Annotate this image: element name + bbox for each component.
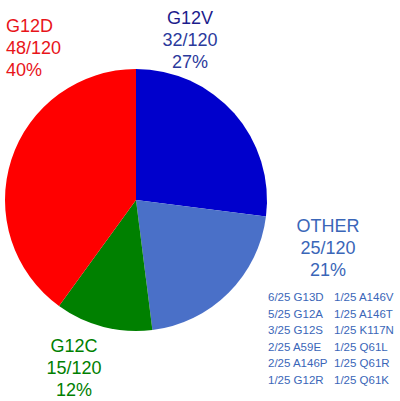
category-label: OTHER [297,216,360,236]
breakdown-item: 1/25 Q61R [334,357,390,369]
slices [5,69,267,331]
value-label: 12% [56,380,92,400]
breakdown-item: 2/25 A59E [268,341,321,353]
count-label: 32/120 [162,30,217,50]
value-label: 27% [172,52,208,72]
count-label: 15/120 [46,358,101,378]
slice [5,69,136,306]
breakdown-item: 1/25 A146V [334,291,394,303]
breakdown-item: 1/25 A146T [334,308,393,320]
slice [136,200,266,330]
slice [136,69,267,216]
breakdown-item: 5/25 G12A [268,308,323,320]
category-label: G12C [50,336,97,356]
breakdown-item: 1/25 Q61K [334,374,389,386]
breakdown-item: 1/25 Q61L [334,341,388,353]
breakdown-item: 1/25 G12R [268,374,324,386]
breakdown-item: 1/25 K117N [334,324,394,336]
breakdown-item: 2/25 A146P [268,357,328,369]
value-label: 40% [6,60,42,80]
breakdown-item: 3/25 G12S [268,324,323,336]
count-label: 25/120 [300,238,355,258]
count-label: 48/120 [6,38,61,58]
category-label: G12D [6,16,53,36]
category-label: G12V [167,8,213,28]
breakdown-item: 6/25 G13D [268,291,324,303]
chart: G12V32/12027% OTHER25/12021% G12C15/12012%… [0,0,400,401]
value-label: 21% [310,260,346,280]
